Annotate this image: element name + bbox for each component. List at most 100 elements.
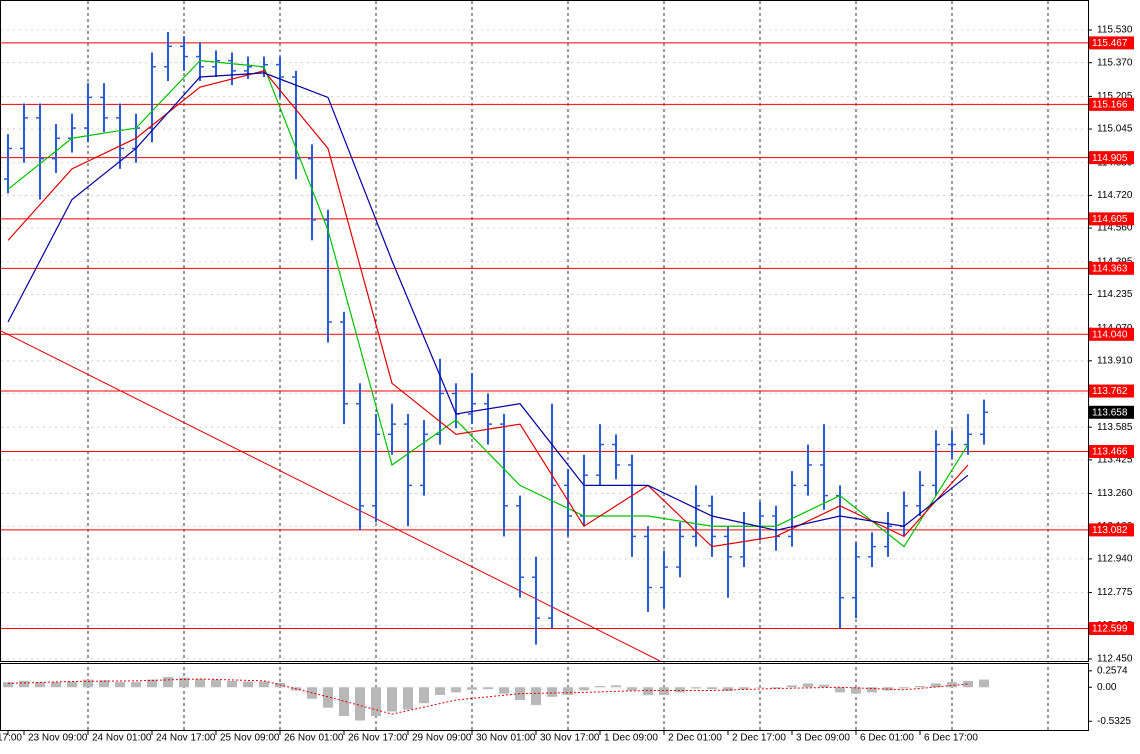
histogram-bar — [979, 679, 989, 688]
histogram-bar — [915, 685, 925, 688]
histogram-bar — [387, 687, 397, 712]
histogram-bar — [803, 683, 813, 688]
histogram-bar — [547, 687, 557, 697]
level-label-box — [1089, 384, 1134, 398]
level-label: 114.605 — [1092, 214, 1128, 225]
level-label: 115.166 — [1092, 99, 1128, 110]
level-label-box — [1089, 97, 1134, 111]
y-tick-label: 113.585 — [1097, 422, 1133, 433]
level-label-box — [1089, 36, 1134, 50]
histogram-bar — [579, 687, 589, 691]
y-tick-label: 115.205 — [1097, 91, 1133, 102]
indicator-tick-label: -0.5325 — [1097, 716, 1131, 727]
current-price-label: 113.658 — [1092, 407, 1128, 418]
histogram-bar — [227, 680, 237, 688]
histogram-bar — [243, 681, 253, 688]
x-tick-label: 3 Dec 09:00 — [796, 733, 850, 744]
histogram-bar — [835, 687, 845, 693]
x-tick-label: 23 Nov 09:00 — [28, 733, 88, 744]
histogram-bar — [115, 682, 125, 688]
level-label-box — [1089, 444, 1134, 458]
histogram-bar — [163, 677, 173, 688]
histogram-bar — [259, 681, 269, 688]
histogram-bar — [851, 687, 861, 694]
level-label-box — [1089, 327, 1134, 341]
x-tick-label: 6 Dec 17:00 — [924, 733, 978, 744]
histogram-bar — [883, 687, 893, 691]
histogram-bar — [99, 680, 109, 688]
histogram-bar — [643, 687, 653, 695]
x-tick-label: 30 Nov 01:00 — [476, 733, 536, 744]
x-tick-label: 26 Nov 17:00 — [348, 733, 408, 744]
level-label-box — [1089, 261, 1134, 275]
y-tick-label: 112.450 — [1097, 654, 1133, 665]
histogram-bar — [83, 679, 93, 688]
axis: 115.530115.370115.205115.045114.880114.7… — [0, 25, 1134, 744]
level-label: 113.762 — [1092, 386, 1128, 397]
x-tick-label: 2 Dec 01:00 — [668, 733, 722, 744]
level-label: 113.466 — [1092, 447, 1128, 458]
histogram-bar — [339, 687, 349, 717]
plot — [0, 32, 1088, 721]
histogram-bar — [659, 687, 669, 695]
moving-average — [7, 72, 969, 531]
x-tick-label: 6 Dec 01:00 — [860, 733, 914, 744]
histogram-bar — [35, 682, 45, 688]
histogram-bar — [515, 687, 525, 701]
histogram-bar — [131, 682, 141, 688]
histogram-bar — [739, 687, 749, 690]
histogram-bar — [19, 680, 29, 688]
histogram-bar — [323, 687, 333, 708]
y-tick-label: 114.235 — [1097, 289, 1133, 300]
y-tick-label: 114.560 — [1097, 223, 1133, 234]
histogram-bar — [371, 687, 381, 717]
histogram-bar — [627, 687, 637, 691]
histogram-bar — [691, 687, 701, 689]
level-label-box — [1089, 523, 1134, 537]
histogram-bar — [147, 679, 157, 688]
x-tick-label: 1 Dec 09:00 — [604, 733, 658, 744]
indicator-tick-label: 0.2574 — [1097, 665, 1128, 676]
histogram-bar — [419, 687, 429, 704]
level-label-box — [1089, 212, 1134, 226]
histogram-bar — [899, 687, 909, 689]
trendline — [0, 329, 661, 662]
histogram-bar — [3, 682, 13, 688]
histogram-bar — [963, 680, 973, 688]
y-tick-label: 113.910 — [1097, 355, 1133, 366]
x-tick-label: 29 Nov 09:00 — [412, 733, 472, 744]
x-tick-label: 24 Nov 17:00 — [156, 733, 216, 744]
histogram-bar — [867, 687, 877, 693]
y-tick-label: 115.370 — [1097, 57, 1133, 68]
histogram-bar — [211, 679, 221, 688]
x-tick-label: 30 Nov 17:00 — [540, 733, 600, 744]
histogram-bar — [67, 681, 77, 688]
level-label: 114.363 — [1092, 263, 1128, 274]
current-price-box — [1089, 405, 1134, 419]
x-tick-label: 2 Dec 17:00 — [732, 733, 786, 744]
histogram-bar — [467, 687, 477, 690]
histogram-bar — [787, 685, 797, 688]
histogram-bar — [611, 685, 621, 688]
histogram-bar — [771, 687, 781, 689]
level-label: 114.905 — [1092, 153, 1128, 164]
histogram-bar — [499, 687, 509, 694]
histogram-bar — [675, 687, 685, 693]
histogram-bar — [531, 687, 541, 706]
y-tick-label: 115.045 — [1097, 124, 1133, 135]
histogram-bar — [595, 685, 605, 688]
y-tick-label: 114.720 — [1097, 190, 1133, 201]
x-tick-label: 24 Nov 01:00 — [92, 733, 152, 744]
y-tick-label: 112.775 — [1097, 587, 1133, 598]
histogram-bar — [435, 687, 445, 695]
histogram-bar — [707, 687, 717, 690]
y-tick-label: 115.530 — [1097, 25, 1133, 36]
indicator-panel — [0, 663, 1089, 731]
histogram-bar — [355, 687, 365, 721]
level-label-box — [1089, 622, 1134, 636]
y-tick-label: 113.260 — [1097, 488, 1133, 499]
level-label: 115.467 — [1092, 38, 1128, 49]
moving-average — [7, 60, 969, 548]
